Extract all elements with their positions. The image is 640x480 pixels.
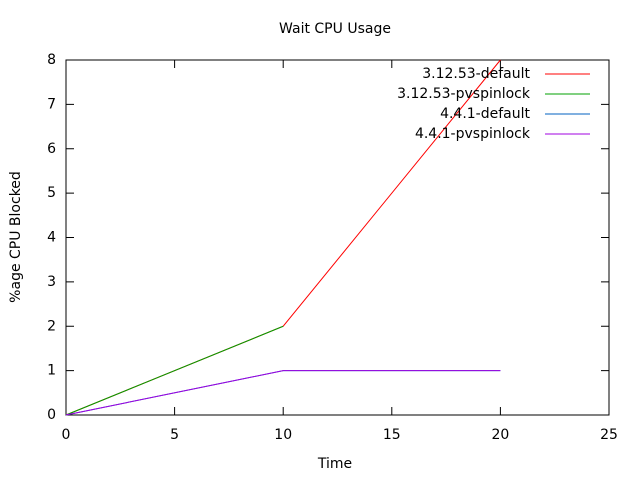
x-tick-label: 15: [383, 427, 401, 443]
y-tick-label: 8: [47, 52, 56, 68]
legend-label: 3.12.53-default: [422, 66, 530, 82]
y-tick-label: 2: [47, 318, 56, 334]
y-tick-label: 3: [47, 274, 56, 290]
legend-label: 4.4.1-default: [440, 106, 530, 122]
y-tick-label: 4: [47, 230, 56, 246]
y-tick-label: 1: [47, 363, 56, 379]
legend-label: 4.4.1-pvspinlock: [415, 126, 531, 142]
x-tick-label: 5: [170, 427, 179, 443]
x-tick-label: 0: [62, 427, 71, 443]
series-line: [65, 325, 284, 416]
y-tick-label: 0: [47, 407, 56, 423]
chart-title: Wait CPU Usage: [279, 21, 391, 37]
series-line: [65, 370, 501, 416]
y-tick-label: 5: [47, 185, 56, 201]
x-tick-label: 20: [491, 427, 509, 443]
series-line: [65, 59, 501, 416]
x-axis-label: Time: [317, 456, 352, 472]
y-tick-label: 7: [47, 96, 56, 112]
x-tick-label: 25: [600, 427, 618, 443]
x-tick-label: 10: [274, 427, 292, 443]
y-axis-label: %age CPU Blocked: [8, 171, 24, 303]
y-tick-label: 6: [47, 141, 56, 157]
legend-label: 3.12.53-pvspinlock: [397, 86, 531, 102]
